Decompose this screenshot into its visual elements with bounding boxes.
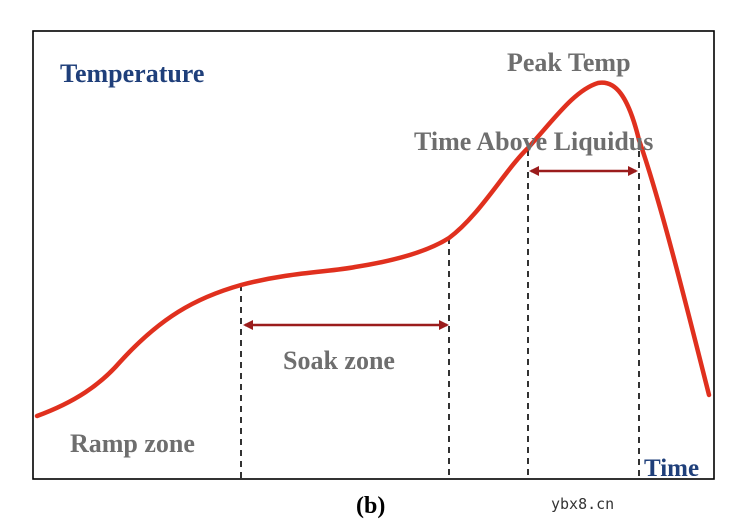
- reflow-curve: [34, 80, 712, 419]
- figure-caption: (b): [356, 493, 385, 519]
- temperature-axis-label: Temperature: [60, 59, 204, 88]
- soak-zone-label: Soak zone: [283, 346, 395, 375]
- watermark: ybx8.cn: [551, 495, 614, 513]
- tal-label: Time Above Liquidus: [414, 127, 653, 156]
- ramp-zone-label: Ramp zone: [70, 429, 195, 458]
- peak-temp-label: Peak Temp: [507, 48, 631, 77]
- time-axis-label: Time: [644, 455, 699, 482]
- plot-frame: [32, 30, 715, 480]
